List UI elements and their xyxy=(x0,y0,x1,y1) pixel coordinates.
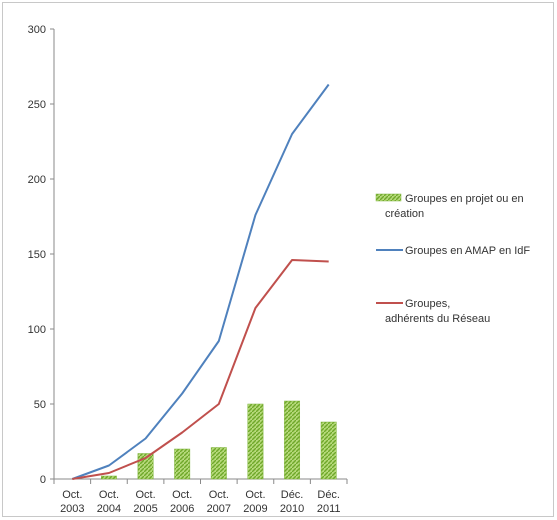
bar xyxy=(100,475,117,480)
y-tick-label: 50 xyxy=(34,399,46,411)
y-tick-label: 100 xyxy=(28,324,46,336)
bar xyxy=(210,447,227,480)
bar xyxy=(320,421,337,480)
x-tick-label: Oct. 2005 xyxy=(133,489,157,515)
y-tick-label: 200 xyxy=(28,174,46,186)
y-tick-label: 300 xyxy=(28,24,46,36)
bar xyxy=(247,403,264,480)
y-tick-labels: 0 50 100 150 200 250 300 xyxy=(28,24,46,486)
bar-series xyxy=(100,400,337,480)
y-tick-label: 0 xyxy=(40,474,46,486)
legend-label: Groupes, adhérents du Réseau xyxy=(385,298,490,325)
legend-label: Groupes en AMAP en IdF xyxy=(405,245,530,257)
line-series xyxy=(71,83,330,480)
y-tick-label: 250 xyxy=(28,99,46,111)
series-line xyxy=(71,83,330,480)
legend-marker xyxy=(375,193,402,202)
x-tick-labels: Oct. 2003 Oct. 2004 Oct. 2005 Oct. 2006 Oct. 2007… xyxy=(60,489,340,515)
x-tick-label: Déc. 2011 xyxy=(317,489,341,515)
series-line xyxy=(72,259,329,480)
y-tick-label: 150 xyxy=(28,249,46,261)
x-tick-label: Oct. 2007 xyxy=(207,489,231,515)
legend: Groupes en projet ou en création Groupes e… xyxy=(375,193,530,325)
x-tick-label: Oct. 2004 xyxy=(97,489,121,515)
x-tick-label: Oct. 2006 xyxy=(170,489,194,515)
x-tick-label: Déc. 2010 xyxy=(280,489,304,515)
legend-label: Groupes en projet ou en création xyxy=(385,193,524,220)
bar xyxy=(284,400,301,480)
axes xyxy=(50,28,348,484)
x-tick-label: Oct. 2009 xyxy=(243,489,267,515)
bar xyxy=(174,448,191,480)
x-tick-label: Oct. 2003 xyxy=(60,489,84,515)
